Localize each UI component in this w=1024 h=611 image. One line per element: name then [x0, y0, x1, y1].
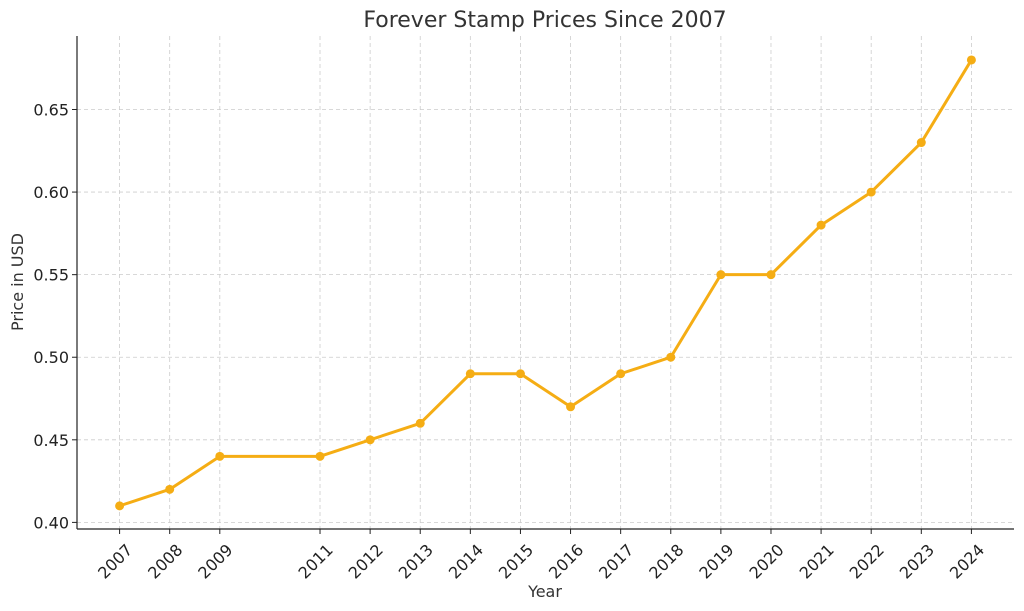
data-point — [966, 55, 976, 65]
data-point — [515, 369, 525, 379]
data-point — [616, 369, 626, 379]
x-tick-label: 2009 — [194, 540, 236, 582]
data-point — [866, 187, 876, 197]
y-axis-label: Price in USD — [8, 233, 27, 331]
data-point — [766, 270, 776, 280]
y-tick-labels: 0.40 0.45 0.50 0.55 0.60 0.65 — [33, 100, 69, 532]
x-tick-label: 2021 — [796, 540, 838, 582]
series-line — [118, 58, 973, 508]
y-tick-label: 0.55 — [33, 266, 69, 285]
axes — [72, 36, 1014, 534]
chart-title: Forever Stamp Prices Since 2007 — [363, 8, 726, 33]
x-tick-label: 2011 — [295, 540, 337, 582]
y-tick-label: 0.60 — [33, 183, 69, 202]
x-tick-label: 2007 — [94, 540, 136, 582]
data-point — [916, 138, 926, 148]
x-tick-label: 2012 — [345, 540, 387, 582]
data-point — [415, 418, 425, 428]
x-tick-label: 2023 — [896, 540, 938, 582]
x-tick-label: 2017 — [595, 540, 637, 582]
x-tick-label: 2013 — [395, 540, 437, 582]
data-point — [566, 402, 576, 412]
x-tick-label: 2022 — [846, 540, 888, 582]
data-point — [666, 352, 676, 362]
y-tick-label: 0.45 — [33, 431, 69, 450]
x-tick-label: 2016 — [545, 540, 587, 582]
x-tick-label: 2019 — [695, 540, 737, 582]
x-tick-label: 2018 — [645, 540, 687, 582]
x-tick-label: 2008 — [144, 540, 186, 582]
x-axis-label: Year — [527, 582, 562, 601]
grid-lines — [77, 36, 1014, 529]
y-tick-label: 0.65 — [33, 100, 69, 119]
data-point — [716, 270, 726, 280]
x-tick-label: 2015 — [495, 540, 537, 582]
data-point — [215, 451, 225, 461]
x-tick-label: 2014 — [445, 540, 487, 582]
x-tick-label: 2024 — [946, 540, 988, 582]
x-tick-labels: 2007 2008 2009 2011 2012 2013 2014 2015 2016 2017… — [94, 540, 988, 582]
data-point — [315, 451, 325, 461]
data-point — [465, 369, 475, 379]
y-tick-label: 0.50 — [33, 348, 69, 367]
data-point — [165, 484, 175, 494]
y-tick-label: 0.40 — [33, 513, 69, 532]
series-layer — [115, 55, 976, 511]
data-point — [365, 435, 375, 445]
x-tick-label: 2020 — [746, 540, 788, 582]
data-point — [816, 220, 826, 230]
data-point — [115, 501, 125, 511]
